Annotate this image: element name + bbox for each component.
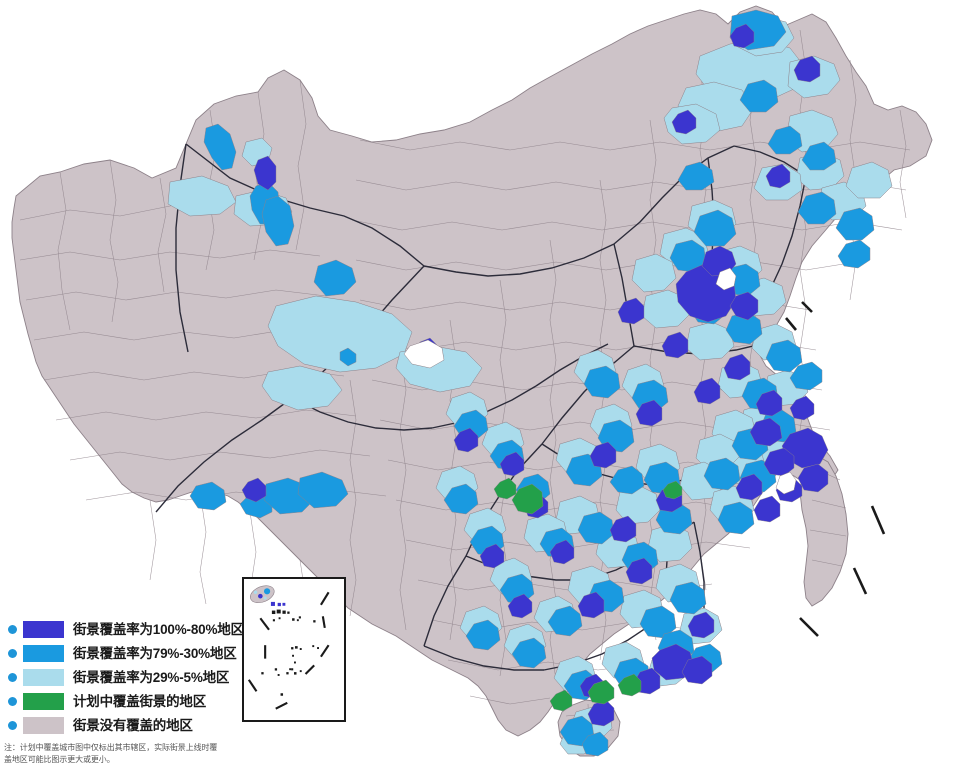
legend-item-tier3[interactable]: 街景覆盖率为29%-5%地区 xyxy=(4,666,240,689)
legend-footnote-line1: 注：计划中覆盖城市图中仅标出其市辖区，实际街景上线时覆 xyxy=(4,743,218,752)
legend-label-tier1: 街景覆盖率为100%-80%地区 xyxy=(73,622,244,637)
coverage-tier1-areas xyxy=(241,23,829,727)
inset-background xyxy=(244,579,344,720)
nine-dash-line xyxy=(247,591,330,710)
legend-item-tier2[interactable]: 街景覆盖率为79%-30%地区 xyxy=(4,642,240,665)
taiwan-region xyxy=(799,454,849,607)
legend-item-tier1[interactable]: 街景覆盖率为100%-80%地区 xyxy=(4,618,244,641)
legend-swatch-planned xyxy=(23,693,64,710)
legend-label-planned: 计划中覆盖街景的地区 xyxy=(73,694,206,709)
south-china-sea-inset xyxy=(242,577,346,722)
island-markers xyxy=(261,609,319,696)
legend-swatch-none xyxy=(23,717,64,734)
legend-item-none[interactable]: 街景没有覆盖的地区 xyxy=(4,714,240,737)
legend-bullet-icon xyxy=(8,697,17,706)
legend-label-none: 街景没有覆盖的地区 xyxy=(73,718,193,733)
planned-coverage-areas xyxy=(493,477,683,712)
legend-label-tier3: 街景覆盖率为29%-5%地区 xyxy=(73,670,230,685)
legend-swatch-tier3 xyxy=(23,669,64,686)
water-bodies xyxy=(403,267,797,495)
legend-bullet-icon xyxy=(8,649,17,658)
legend-bullet-icon xyxy=(8,721,17,730)
legend-bullet-icon xyxy=(8,625,17,634)
boundary-dash-marks xyxy=(785,301,886,637)
legend-swatch-tier1 xyxy=(23,621,64,638)
legend-label-tier2: 街景覆盖率为79%-30%地区 xyxy=(73,646,237,661)
legend-footnote-line2: 盖地区可能比图示更大或更小。 xyxy=(4,755,115,765)
legend-footnote: 注：计划中覆盖城市图中仅标出其市辖区，实际街景上线时覆 盖地区可能比图示更大或更… xyxy=(4,742,240,767)
inset-map xyxy=(244,579,344,720)
legend-swatch-tier2 xyxy=(23,645,64,662)
legend-item-planned[interactable]: 计划中覆盖街景的地区 xyxy=(4,690,240,713)
legend-bullet-icon xyxy=(8,673,17,682)
island-markers-blue xyxy=(270,601,286,607)
inset-city-cluster xyxy=(250,585,275,604)
map-legend: 街景覆盖率为100%-80%地区 街景覆盖率为79%-30%地区 街景覆盖率为2… xyxy=(4,618,244,738)
